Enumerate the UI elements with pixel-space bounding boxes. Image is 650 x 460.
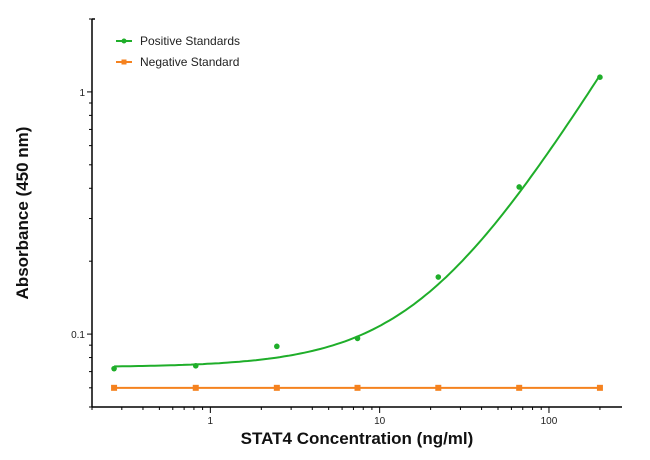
data-point <box>516 384 523 391</box>
data-point <box>516 184 522 190</box>
data-point <box>435 384 442 391</box>
y-tick-label: 1 <box>79 88 85 99</box>
legend-label-positive: Positive Standards <box>140 34 240 48</box>
data-point <box>192 362 199 369</box>
x-tick-label: 10 <box>374 416 386 427</box>
data-point <box>111 365 117 372</box>
data-point <box>435 274 442 280</box>
series-positive <box>111 74 603 372</box>
data-point <box>111 384 118 391</box>
y-tick-label: 0.1 <box>71 330 85 341</box>
fit-curve <box>114 74 601 368</box>
legend-item-negative: Negative Standard <box>116 55 239 69</box>
legend-item-positive: Positive Standards <box>116 34 240 48</box>
legend-marker-positive <box>121 38 127 44</box>
series-layer <box>111 74 603 391</box>
legend: Positive Standards Negative Standard <box>116 34 240 69</box>
data-point <box>273 384 280 391</box>
data-point <box>274 343 280 350</box>
data-point <box>596 384 603 391</box>
legend-marker-negative <box>121 59 127 65</box>
x-tick-label: 1 <box>208 416 214 427</box>
data-point <box>192 384 199 391</box>
y-axis-title: Absorbance (450 nm) <box>13 127 32 300</box>
axes: 1 10 100 0.1 1 <box>71 18 622 427</box>
series-negative <box>111 384 603 391</box>
data-point <box>354 335 361 342</box>
data-point <box>354 384 361 391</box>
x-axis-title: STAT4 Concentration (ng/ml) <box>241 429 474 448</box>
x-tick-label: 100 <box>541 416 558 427</box>
legend-label-negative: Negative Standard <box>140 55 239 69</box>
data-point <box>597 74 603 81</box>
